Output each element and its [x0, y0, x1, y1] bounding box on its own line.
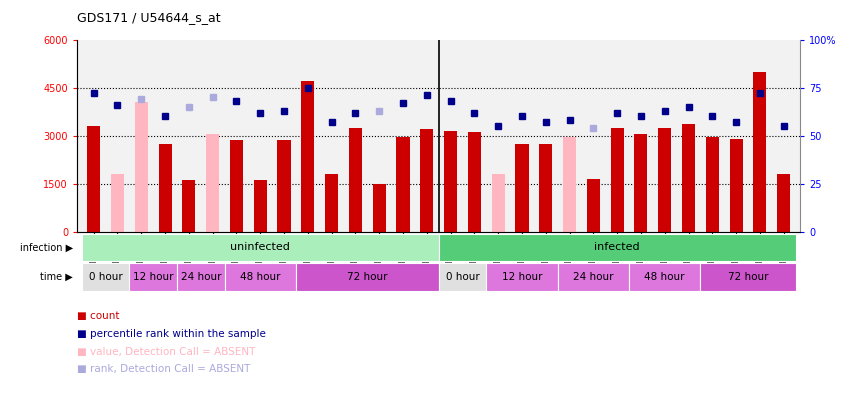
Bar [372, 184, 386, 232]
Text: time ▶: time ▶ [40, 272, 73, 282]
Text: 12 hour: 12 hour [133, 272, 174, 282]
Text: uninfected: uninfected [230, 242, 290, 253]
Bar [515, 144, 528, 232]
Bar [438, 234, 795, 261]
Text: ■ value, Detection Call = ABSENT: ■ value, Detection Call = ABSENT [77, 346, 255, 356]
Bar [111, 174, 124, 232]
Bar [129, 263, 177, 291]
Bar [158, 144, 171, 232]
Bar [420, 129, 433, 232]
Bar [224, 263, 296, 291]
Text: 0 hour: 0 hour [89, 272, 122, 282]
Bar [444, 131, 457, 232]
Bar [587, 179, 600, 232]
Bar [634, 134, 647, 232]
Bar [301, 81, 314, 232]
Bar [610, 128, 624, 232]
Bar [753, 72, 766, 232]
Text: infection ▶: infection ▶ [20, 242, 73, 253]
Bar [629, 263, 700, 291]
Bar [82, 263, 129, 291]
Bar [349, 128, 362, 232]
Text: 12 hour: 12 hour [502, 272, 542, 282]
Bar [557, 263, 629, 291]
Bar [325, 174, 338, 232]
Text: GDS171 / U54644_s_at: GDS171 / U54644_s_at [77, 11, 221, 24]
Bar [468, 132, 481, 232]
Bar [182, 181, 195, 232]
Text: 24 hour: 24 hour [181, 272, 221, 282]
Bar [682, 124, 695, 232]
Bar [277, 141, 290, 232]
Text: 48 hour: 48 hour [645, 272, 685, 282]
Text: 0 hour: 0 hour [446, 272, 479, 282]
Bar [177, 263, 224, 291]
Text: ■ rank, Detection Call = ABSENT: ■ rank, Detection Call = ABSENT [77, 364, 251, 374]
Bar [206, 134, 219, 232]
Bar [296, 263, 438, 291]
Text: 24 hour: 24 hour [574, 272, 614, 282]
Bar [134, 102, 148, 232]
Bar [396, 137, 409, 232]
Text: 72 hour: 72 hour [728, 272, 769, 282]
Bar [539, 144, 552, 232]
Text: infected: infected [594, 242, 640, 253]
Bar [563, 137, 576, 232]
Text: ■ percentile rank within the sample: ■ percentile rank within the sample [77, 329, 266, 339]
Bar [486, 263, 557, 291]
Bar [230, 141, 243, 232]
Bar [706, 137, 719, 232]
Bar [658, 128, 671, 232]
Bar [87, 126, 100, 232]
Bar [82, 234, 439, 261]
Text: ■ count: ■ count [77, 311, 120, 321]
Bar [700, 263, 795, 291]
Text: 72 hour: 72 hour [347, 272, 388, 282]
Bar [253, 181, 267, 232]
Bar [777, 174, 790, 232]
Bar [438, 263, 486, 291]
Bar [729, 139, 743, 232]
Bar [491, 174, 505, 232]
Text: 48 hour: 48 hour [240, 272, 281, 282]
